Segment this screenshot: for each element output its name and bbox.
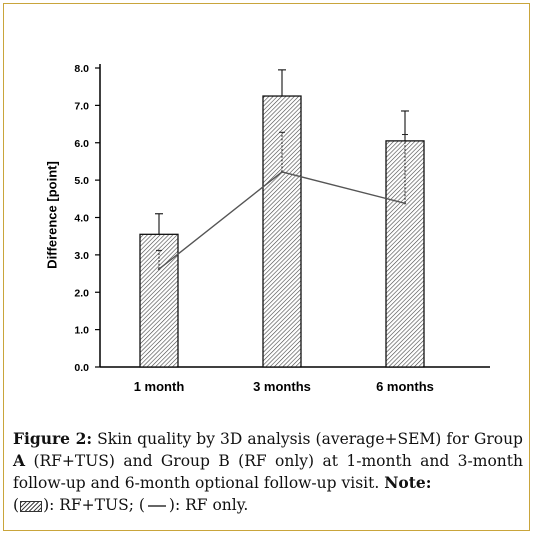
- group-a-letter: A: [13, 451, 26, 470]
- legend-prefix: (: [13, 496, 20, 514]
- x-tick-label: 6 months: [376, 379, 434, 394]
- caption-text-2: (RF+TUS) and Group B (RF only) at 1-mont…: [13, 452, 523, 492]
- caption-text-1: Skin quality by 3D analysis (average+SEM…: [97, 430, 523, 448]
- line-point: [280, 170, 284, 174]
- legend-rf-only-text: ): RF only.: [168, 496, 249, 514]
- y-tick-label: 4.0: [74, 213, 89, 225]
- bar-chart: 0.0 1.0 2.0 3.0 4.0 5.0 6.0 7.0 8.0 1 month 3 mont…: [74, 63, 490, 394]
- chart-line-series: [157, 170, 407, 271]
- y-tick-label: 6.0: [74, 138, 89, 150]
- legend-rf-tus-text: ): RF+TUS; (: [43, 496, 145, 514]
- y-tick-label: 5.0: [74, 175, 89, 187]
- line-point: [403, 202, 407, 205]
- bar: [262, 95, 302, 368]
- y-tick-label: 1.0: [74, 325, 89, 337]
- line-legend-icon: [147, 505, 166, 507]
- figure-label: Figure 2:: [13, 429, 93, 448]
- y-tick-label: 2.0: [74, 287, 89, 299]
- y-tick-label: 3.0: [74, 250, 89, 262]
- line-point: [157, 267, 161, 271]
- x-tick-label: 1 month: [134, 379, 185, 394]
- chart-error-bars: [155, 69, 409, 270]
- chart-tick-labels: 0.0 1.0 2.0 3.0 4.0 5.0 6.0 7.0 8.0 1 month 3 mont…: [74, 63, 434, 394]
- hatched-bar-legend-icon: [20, 500, 43, 512]
- note-label: Note:: [384, 473, 432, 492]
- y-tick-label: 0.0: [74, 362, 89, 374]
- chart-bars: [139, 95, 425, 368]
- x-tick-label: 3 months: [253, 379, 311, 394]
- y-axis-label: Difference [point]: [44, 161, 60, 269]
- y-tick-label: 7.0: [74, 100, 89, 112]
- y-tick-label: 8.0: [74, 63, 89, 75]
- figure-caption: Figure 2: Skin quality by 3D analysis (a…: [13, 428, 523, 516]
- bar: [139, 233, 179, 368]
